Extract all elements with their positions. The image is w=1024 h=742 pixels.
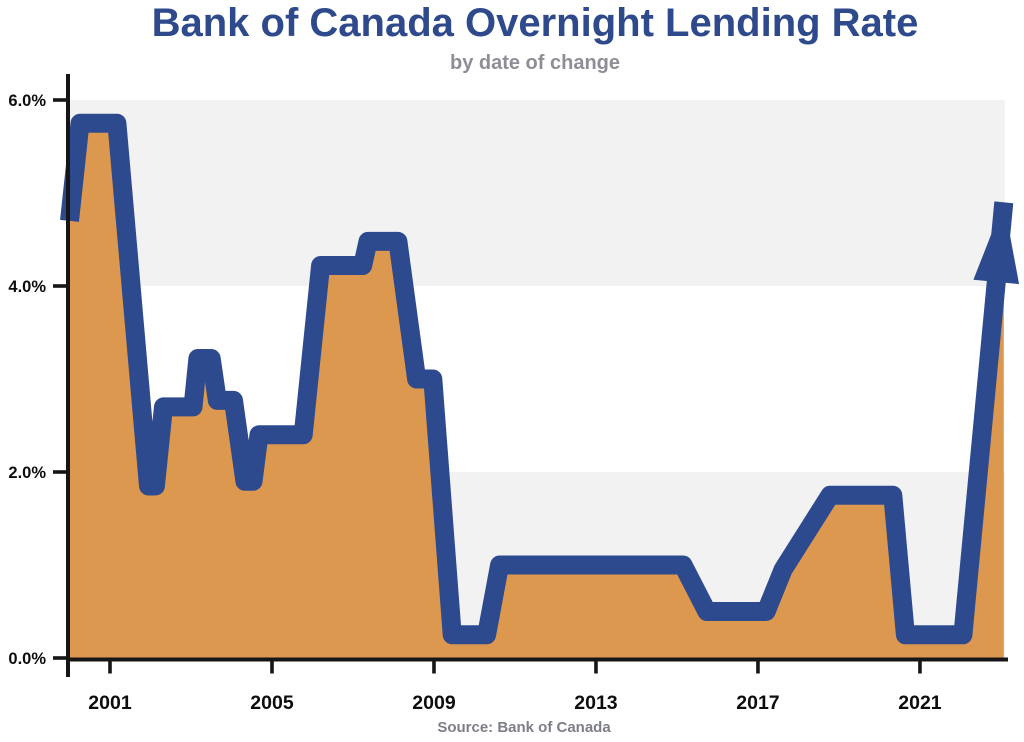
area-fill-path (69, 123, 1004, 659)
x-tick-label: 2001 (88, 692, 132, 714)
x-tick (756, 661, 760, 674)
y-tick-label: 4.0% (8, 278, 46, 296)
y-tick (53, 98, 68, 102)
x-tick-label: 2017 (736, 692, 779, 714)
chart-subtitle: by date of change (449, 52, 621, 74)
x-tick (918, 661, 922, 674)
chart-title: Bank of Canada Overnight Lending Rate (151, 1, 919, 45)
source-note: Source: Bank of Canada (437, 719, 611, 736)
x-tick-label: 2013 (574, 692, 618, 714)
y-tick (53, 284, 68, 288)
x-tick-label: 2021 (898, 692, 942, 714)
arrowhead (973, 202, 1020, 285)
band-4-6 (69, 100, 1005, 286)
y-tick-label: 0.0% (8, 650, 46, 668)
x-tick (432, 661, 436, 674)
rate-area-fill (69, 123, 1004, 659)
x-tick (108, 661, 112, 674)
y-axis-line (66, 74, 70, 677)
y-tick (53, 470, 68, 474)
x-tick (270, 661, 274, 674)
x-tick-label: 2005 (250, 692, 294, 714)
y-tick (53, 656, 68, 660)
x-tick-label: 2009 (412, 692, 456, 714)
y-tick-label: 6.0% (8, 92, 46, 110)
axes (53, 74, 1008, 677)
axis-tick-labels: 6.0% 4.0% 2.0% 0.0% 2001 2005 2009 2013 2017 2021 (8, 92, 941, 714)
y-tick-label: 2.0% (8, 464, 46, 482)
x-axis-line (66, 657, 1008, 662)
up-arrow-icon (973, 202, 1020, 285)
rate-line (60, 113, 1014, 645)
rate-line-path (60, 113, 1014, 645)
x-tick (594, 661, 598, 674)
